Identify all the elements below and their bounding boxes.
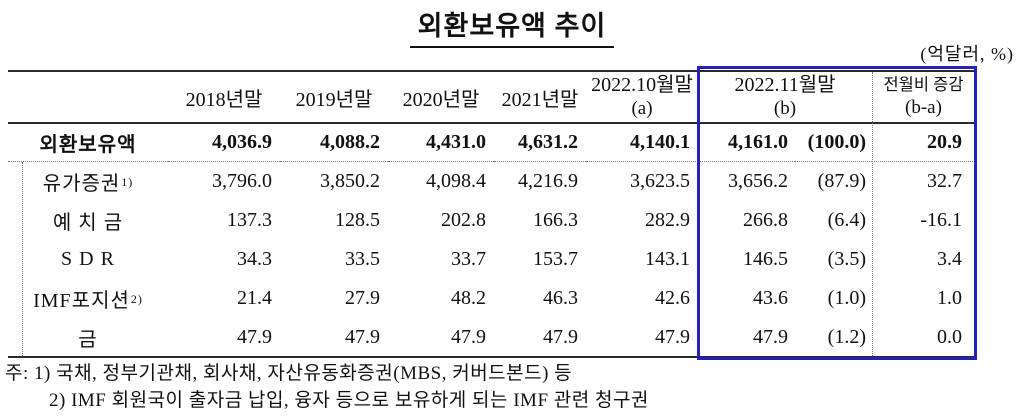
value-cell-oct: 47.9	[655, 325, 690, 348]
row-label: 외환보유액	[8, 124, 168, 162]
value-cell-oct: 4,140.1	[586, 124, 698, 162]
page-title: 외환보유액 추이	[409, 4, 615, 48]
header-cell-2021: 2021년말	[494, 72, 586, 124]
diff-column-dotted-divider	[872, 72, 873, 356]
header-diff-label: 전월비 증감	[883, 75, 964, 94]
header-cell-2019: 2019년말	[280, 72, 388, 124]
value-cell-share: (1.0)	[827, 287, 866, 309]
value-cell-diff: 1.0	[937, 287, 962, 309]
value-cell-2019: 47.9	[345, 325, 380, 348]
value-cell-share: (6.4)	[827, 209, 866, 231]
value-cell-2018: 21.4	[237, 287, 272, 309]
unit-note: (억달러, %)	[920, 44, 1014, 64]
value-cell-2020: 4,098.4	[426, 170, 486, 192]
value-cell-oct: 282.9	[645, 209, 690, 231]
value-cell-2021: 166.3	[533, 209, 578, 231]
header-nov-sub: (b)	[773, 98, 797, 119]
value-cell-2019: 128.5	[335, 209, 380, 231]
value-cell-2019: 4,088.2	[280, 124, 388, 162]
row-label: 예 치 금	[52, 212, 124, 234]
value-cell-2021: 4,631.2	[494, 124, 586, 162]
header-cell-oct: 2022.10월말 (a)	[586, 72, 698, 124]
header-cell-diff: 전월비 증감 (b-a)	[872, 72, 975, 124]
value-cell-2018: 47.9	[237, 325, 272, 348]
header-oct-label: 2022.10월말	[591, 74, 693, 96]
footnotes: 주: 1) 국채, 정부기관채, 회사채, 자산유동화증권(MBS, 커버드본드…	[5, 360, 649, 414]
value-cell-oct: 143.1	[645, 248, 690, 270]
header-cell-2018: 2018년말	[168, 72, 280, 124]
value-cell-2019: 3,850.2	[320, 170, 380, 192]
fx-reserves-table: 2018년말 2019년말 2020년말 2021년말 2022.10월말 (a…	[8, 70, 975, 358]
sub-items-dotted-border	[22, 162, 23, 356]
value-cell-2021: 47.9	[543, 325, 578, 348]
value-cell-2020: 202.8	[441, 209, 486, 231]
value-cell-share: (100.0)	[795, 124, 872, 162]
value-cell-diff: 32.7	[927, 170, 962, 192]
value-cell-diff: -16.1	[920, 209, 962, 231]
value-cell-diff: 3.4	[937, 248, 962, 270]
value-cell-2019: 27.9	[345, 287, 380, 309]
header-oct-sub: (a)	[631, 98, 653, 119]
value-cell-2021: 4,216.9	[518, 170, 578, 192]
value-cell-nov: 266.8	[743, 209, 788, 231]
row-label: 유가증권 1)	[42, 173, 134, 195]
value-cell-2021: 153.7	[533, 248, 578, 270]
value-cell-oct: 3,623.5	[630, 170, 690, 192]
page-title-wrap: 외환보유액 추이	[0, 4, 1024, 48]
value-cell-nov: 146.5	[743, 248, 788, 270]
value-cell-share: (1.2)	[827, 325, 866, 348]
value-cell-2020: 48.2	[451, 287, 486, 309]
value-cell-2018: 4,036.9	[168, 124, 280, 162]
value-cell-nov: 3,656.2	[728, 170, 788, 192]
value-cell-2019: 33.5	[345, 248, 380, 270]
row-label: S D R	[61, 248, 115, 270]
value-cell-2018: 137.3	[227, 209, 272, 231]
value-cell-diff: 20.9	[872, 124, 975, 162]
value-cell-2020: 33.7	[451, 248, 486, 270]
value-cell-diff: 0.0	[937, 325, 962, 348]
header-cell-nov: 2022.11월말 (b)	[698, 72, 872, 124]
row-label: IMF포지션 2)	[33, 290, 143, 312]
value-cell-nov: 47.9	[753, 325, 788, 348]
value-cell-2020: 4,431.0	[388, 124, 494, 162]
value-cell-share: (87.9)	[817, 170, 866, 192]
header-cell-2020: 2020년말	[388, 72, 494, 124]
value-cell-2018: 3,796.0	[212, 170, 272, 192]
row-label: 금	[78, 328, 98, 351]
value-cell-nov: 43.6	[753, 287, 788, 309]
header-cell-empty	[8, 72, 168, 124]
value-cell-2020: 47.9	[451, 325, 486, 348]
header-diff-sub: (b-a)	[905, 97, 942, 118]
value-cell-share: (3.5)	[827, 248, 866, 270]
value-cell-2021: 46.3	[543, 287, 578, 309]
value-cell-nov: 4,161.0	[698, 124, 795, 162]
footnote-2: 2) IMF 회원국이 출자금 납입, 융자 등으로 보유하게 되는 IMF 관…	[49, 390, 649, 411]
header-nov-label: 2022.11월말	[734, 74, 836, 96]
value-cell-oct: 42.6	[655, 287, 690, 309]
value-cell-2018: 34.3	[237, 248, 272, 270]
footnote-1: 주: 1) 국채, 정부기관채, 회사채, 자산유동화증권(MBS, 커버드본드…	[5, 363, 573, 384]
